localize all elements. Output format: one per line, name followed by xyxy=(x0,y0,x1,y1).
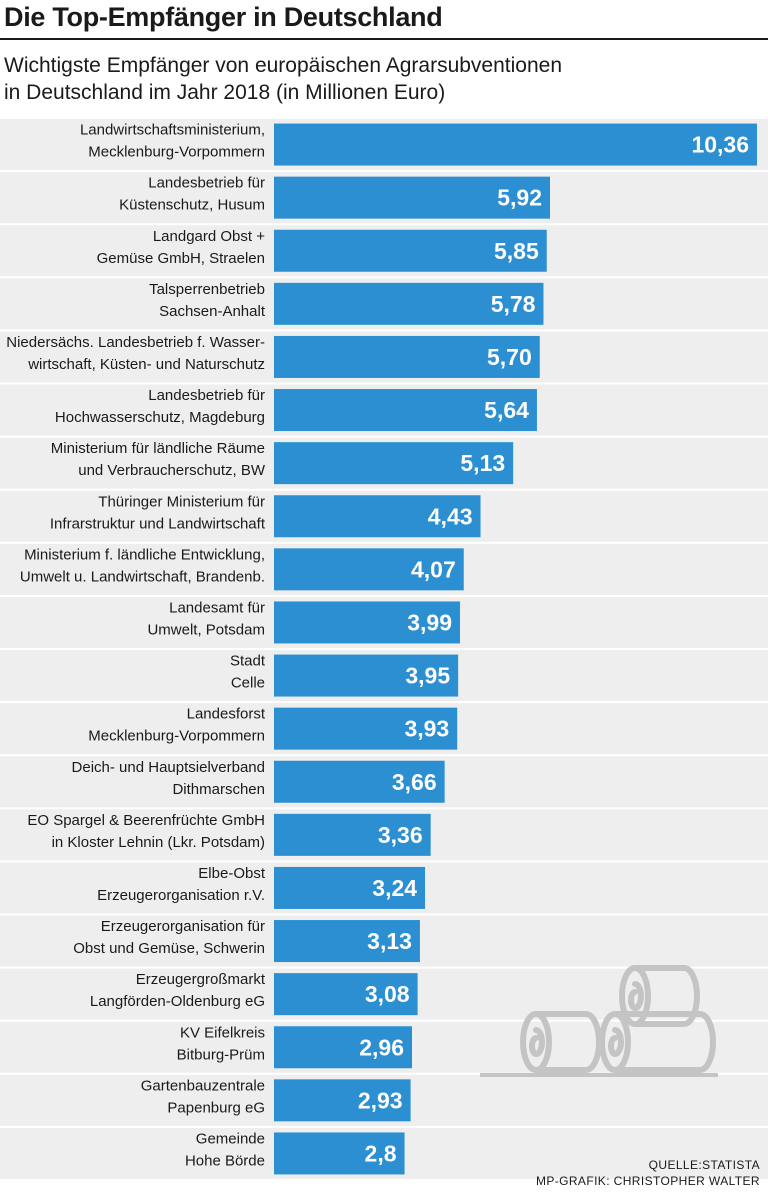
bar xyxy=(274,813,431,856)
bar-value-label: 3,95 xyxy=(405,663,450,689)
bar xyxy=(274,654,459,697)
bar xyxy=(274,1026,412,1069)
category-label: Erzeugerorganisation r.V. xyxy=(97,887,265,904)
bar-value-label: 3,99 xyxy=(407,609,452,635)
bar xyxy=(274,707,458,750)
category-label: in Kloster Lehnin (Lkr. Potsdam) xyxy=(52,834,265,851)
category-label: Landesforst xyxy=(187,706,266,723)
category-label: Stadt xyxy=(230,653,266,670)
category-label: KV Eifelkreis xyxy=(180,1024,265,1041)
category-label: und Verbraucherschutz, BW xyxy=(78,462,266,479)
category-label: Infrarstruktur und Landwirtschaft xyxy=(50,515,266,532)
category-label: Ministerium für ländliche Räume xyxy=(51,440,265,457)
bar xyxy=(274,335,540,378)
bar xyxy=(274,601,461,644)
bar-value-label: 3,66 xyxy=(392,769,437,795)
category-label: EO Spargel & Beerenfrüchte GmbH xyxy=(27,812,265,829)
category-label: Mecklenburg-Vorpommern xyxy=(88,728,265,745)
bar xyxy=(274,548,464,591)
category-label: Langförden-Oldenburg eG xyxy=(90,993,265,1010)
chart-subtitle: Wichtigste Empfänger von europäischen Ag… xyxy=(4,52,624,106)
category-label: Erzeugergroßmarkt xyxy=(136,971,266,988)
category-label: Landesamt für xyxy=(169,599,265,616)
bar-value-label: 3,36 xyxy=(378,822,423,848)
category-label: Thüringer Ministerium für xyxy=(98,493,265,510)
bar xyxy=(274,442,514,485)
bar-value-label: 5,70 xyxy=(487,344,532,370)
source-credit: QUELLE:STATISTA MP-GRAFIK: CHRISTOPHER W… xyxy=(536,1157,760,1189)
bar xyxy=(274,389,537,432)
bar xyxy=(274,495,481,538)
bar xyxy=(274,282,544,325)
bar-value-label: 3,93 xyxy=(404,716,449,742)
bar-value-label: 3,13 xyxy=(367,928,412,954)
bar xyxy=(274,1079,411,1122)
category-label: Ministerium f. ländliche Entwicklung, xyxy=(24,546,265,563)
bars: 10,36 Landwirtschaftsministerium, Mecklenb… xyxy=(6,122,757,1175)
category-label: Landesbetrieb für xyxy=(148,175,265,192)
category-label: Gartenbauzentrale xyxy=(141,1077,265,1094)
bar xyxy=(274,176,550,219)
category-label: Hohe Börde xyxy=(185,1152,265,1169)
bar-value-label: 3,24 xyxy=(372,875,417,901)
bar-value-label: 2,96 xyxy=(359,1034,404,1060)
category-label: wirtschaft, Küsten- und Naturschutz xyxy=(27,356,265,373)
category-label: Deich- und Hauptsielverband xyxy=(72,759,265,776)
bar-value-label: 5,78 xyxy=(491,291,536,317)
category-label: Niedersächs. Landesbetrieb f. Wasser- xyxy=(6,334,265,351)
category-label: Celle xyxy=(231,675,265,692)
source-line: QUELLE:STATISTA xyxy=(648,1158,760,1172)
bar xyxy=(274,229,547,272)
category-label: Landesbetrieb für xyxy=(148,387,265,404)
category-label: Erzeugerorganisation für xyxy=(101,918,265,935)
bar-value-label: 5,85 xyxy=(494,238,539,264)
bar-value-label: 10,36 xyxy=(691,132,749,158)
category-label: Obst und Gemüse, Schwerin xyxy=(73,940,265,957)
bar-value-label: 3,08 xyxy=(365,981,410,1007)
category-label: Sachsen-Anhalt xyxy=(159,303,266,320)
bar-value-label: 2,93 xyxy=(358,1087,403,1113)
chart-title: Die Top-Empfänger in Deutschland xyxy=(4,2,443,32)
category-label: Landgard Obst + xyxy=(153,228,265,245)
category-label: Umwelt u. Landwirtschaft, Brandenb. xyxy=(20,568,265,585)
category-label: Talsperrenbetrieb xyxy=(149,281,265,298)
subtitle-line-1: Wichtigste Empfänger von europäischen Ag… xyxy=(4,54,562,77)
category-label: Landwirtschaftsministerium, xyxy=(80,122,265,139)
category-label: Gemeinde xyxy=(196,1130,265,1147)
category-label: Mecklenburg-Vorpommern xyxy=(88,144,265,161)
category-label: Umwelt, Potsdam xyxy=(147,621,265,638)
bar-value-label: 5,64 xyxy=(484,397,529,423)
category-label: Bitburg-Prüm xyxy=(177,1046,265,1063)
bar-value-label: 5,92 xyxy=(497,185,542,211)
bar-value-label: 4,07 xyxy=(411,556,456,582)
graphic-credit-line: MP-GRAFIK: CHRISTOPHER WALTER xyxy=(535,1174,760,1188)
bar-value-label: 4,43 xyxy=(428,503,473,529)
category-label: Dithmarschen xyxy=(172,781,265,798)
bar xyxy=(274,866,426,909)
bar-value-label: 2,8 xyxy=(365,1140,397,1166)
subtitle-line-2: in Deutschland im Jahr 2018 (in Millione… xyxy=(4,81,446,104)
title-divider xyxy=(0,38,768,40)
category-label: Papenburg eG xyxy=(167,1099,265,1116)
bar xyxy=(274,1132,405,1175)
bar-value-label: 5,13 xyxy=(460,450,505,476)
bar xyxy=(274,760,445,803)
category-label: Elbe-Obst xyxy=(198,865,266,882)
category-label: Gemüse GmbH, Straelen xyxy=(97,250,265,267)
category-label: Küstenschutz, Husum xyxy=(119,197,265,214)
bar xyxy=(274,123,757,166)
bar xyxy=(274,920,420,963)
category-label: Hochwasserschutz, Magdeburg xyxy=(55,409,265,426)
bar xyxy=(274,973,418,1016)
hay-bales-icon xyxy=(480,965,718,1077)
